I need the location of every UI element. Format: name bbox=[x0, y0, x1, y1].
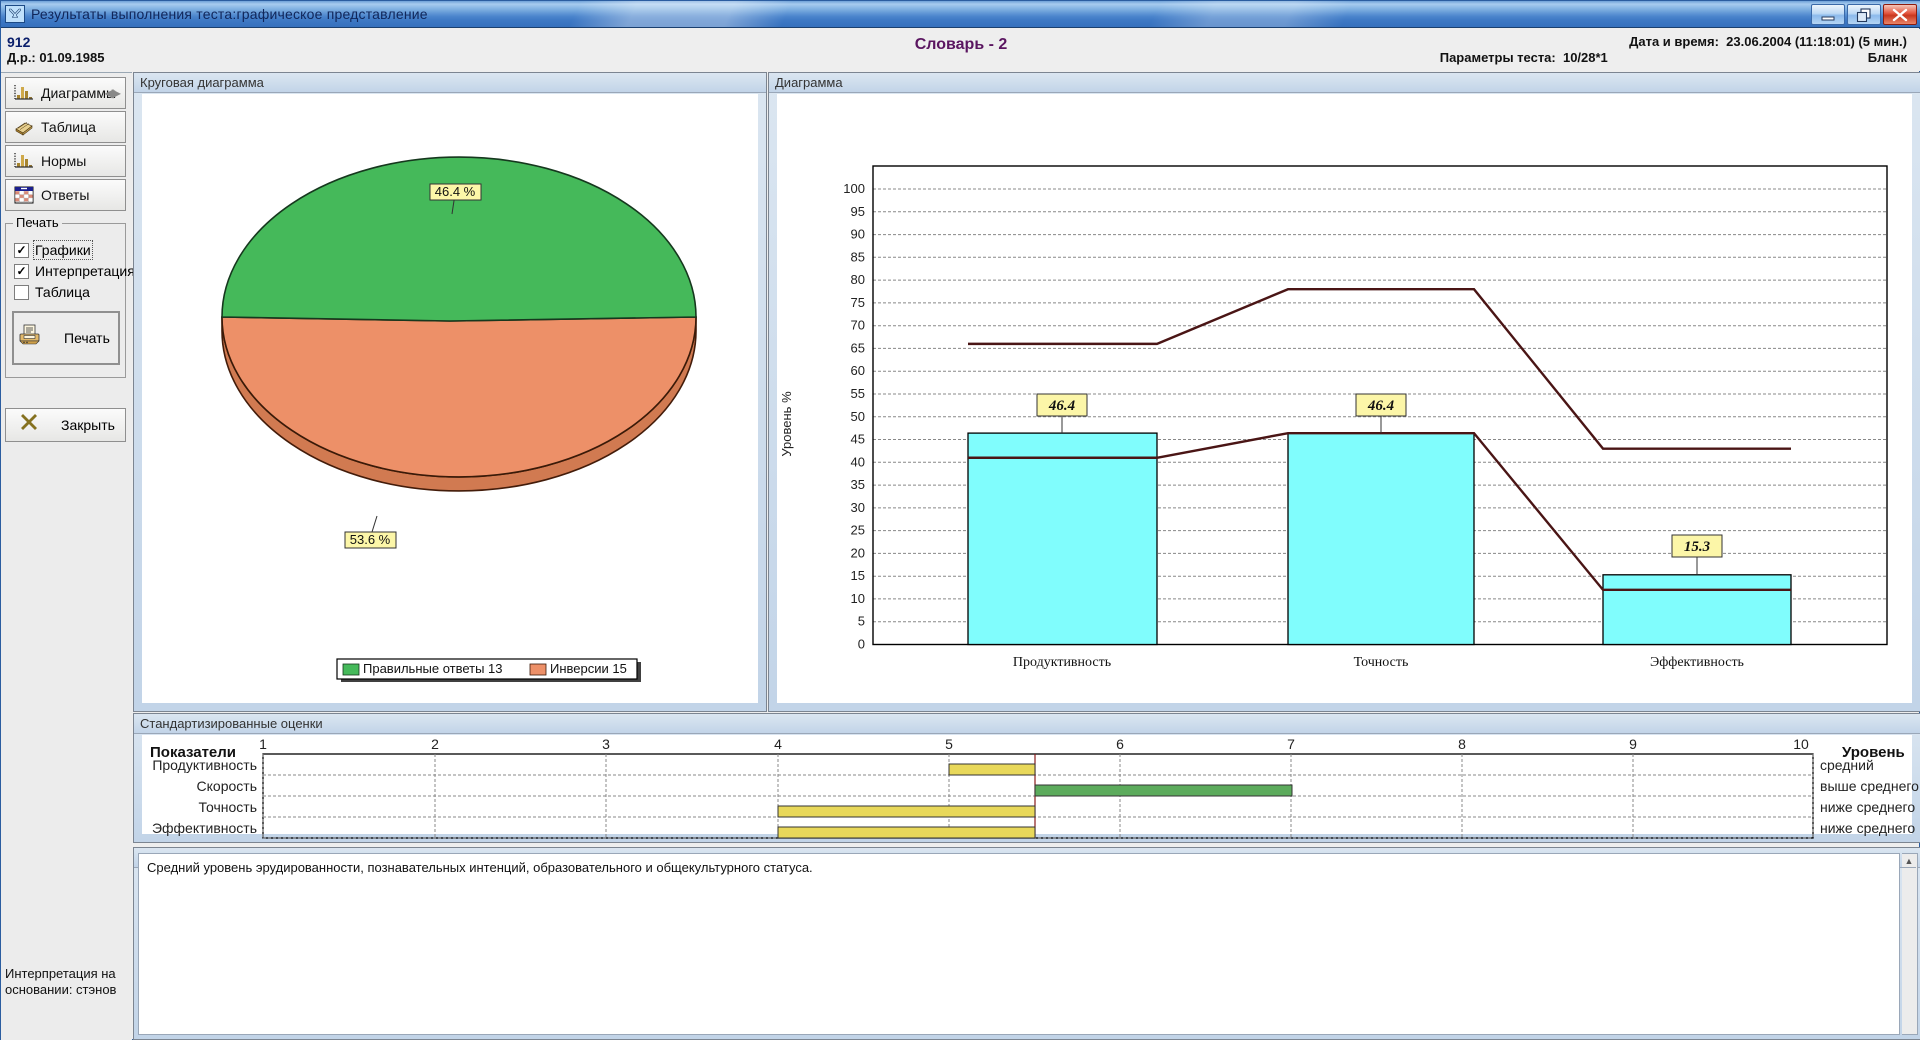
svg-text:8: 8 bbox=[1458, 736, 1466, 752]
svg-text:60: 60 bbox=[851, 363, 865, 378]
svg-text:65: 65 bbox=[851, 340, 865, 355]
svg-text:53.6 %: 53.6 % bbox=[350, 532, 391, 547]
svg-text:35: 35 bbox=[851, 477, 865, 492]
svg-text:46.4 %: 46.4 % bbox=[435, 184, 476, 199]
svg-text:75: 75 bbox=[851, 295, 865, 310]
svg-text:25: 25 bbox=[851, 523, 865, 538]
svg-text:Продуктивность: Продуктивность bbox=[152, 757, 257, 773]
svg-text:выше среднего: выше среднего bbox=[1820, 778, 1919, 794]
svg-text:100: 100 bbox=[843, 181, 865, 196]
svg-text:5: 5 bbox=[858, 614, 865, 629]
svg-text:46.4: 46.4 bbox=[1048, 398, 1076, 414]
svg-text:85: 85 bbox=[851, 249, 865, 264]
svg-text:ниже среднего: ниже среднего bbox=[1820, 799, 1915, 815]
svg-text:Уровень %: Уровень % bbox=[779, 391, 794, 457]
svg-text:80: 80 bbox=[851, 272, 865, 287]
svg-text:5: 5 bbox=[945, 736, 953, 752]
svg-text:2: 2 bbox=[431, 736, 439, 752]
svg-text:55: 55 bbox=[851, 386, 865, 401]
svg-text:9: 9 bbox=[1629, 736, 1637, 752]
svg-text:46.4: 46.4 bbox=[1367, 398, 1395, 414]
svg-text:15.3: 15.3 bbox=[1684, 539, 1711, 555]
svg-text:1: 1 bbox=[259, 736, 267, 752]
svg-text:40: 40 bbox=[851, 454, 865, 469]
svg-text:ниже среднего: ниже среднего bbox=[1820, 820, 1915, 836]
svg-text:Правильные ответы 13: Правильные ответы 13 bbox=[363, 661, 503, 676]
svg-text:4: 4 bbox=[774, 736, 782, 752]
svg-text:50: 50 bbox=[851, 409, 865, 424]
svg-text:10: 10 bbox=[851, 591, 865, 606]
svg-text:Точность: Точность bbox=[199, 799, 257, 815]
svg-text:средний: средний bbox=[1820, 757, 1874, 773]
svg-text:6: 6 bbox=[1116, 736, 1124, 752]
svg-text:Инверсии 15: Инверсии 15 bbox=[550, 661, 627, 676]
svg-text:15: 15 bbox=[851, 568, 865, 583]
svg-text:Эффективность: Эффективность bbox=[152, 820, 257, 836]
svg-text:0: 0 bbox=[858, 637, 865, 652]
svg-text:Скорость: Скорость bbox=[197, 778, 257, 794]
svg-text:3: 3 bbox=[602, 736, 610, 752]
svg-text:90: 90 bbox=[851, 227, 865, 242]
svg-text:Эффективность: Эффективность bbox=[1650, 655, 1744, 670]
svg-text:Продуктивность: Продуктивность bbox=[1013, 655, 1111, 670]
svg-text:20: 20 bbox=[851, 545, 865, 560]
svg-text:70: 70 bbox=[851, 318, 865, 333]
svg-text:10: 10 bbox=[1793, 736, 1809, 752]
svg-text:7: 7 bbox=[1287, 736, 1295, 752]
svg-text:95: 95 bbox=[851, 204, 865, 219]
svg-text:30: 30 bbox=[851, 500, 865, 515]
svg-text:Точность: Точность bbox=[1354, 655, 1409, 670]
svg-text:45: 45 bbox=[851, 432, 865, 447]
